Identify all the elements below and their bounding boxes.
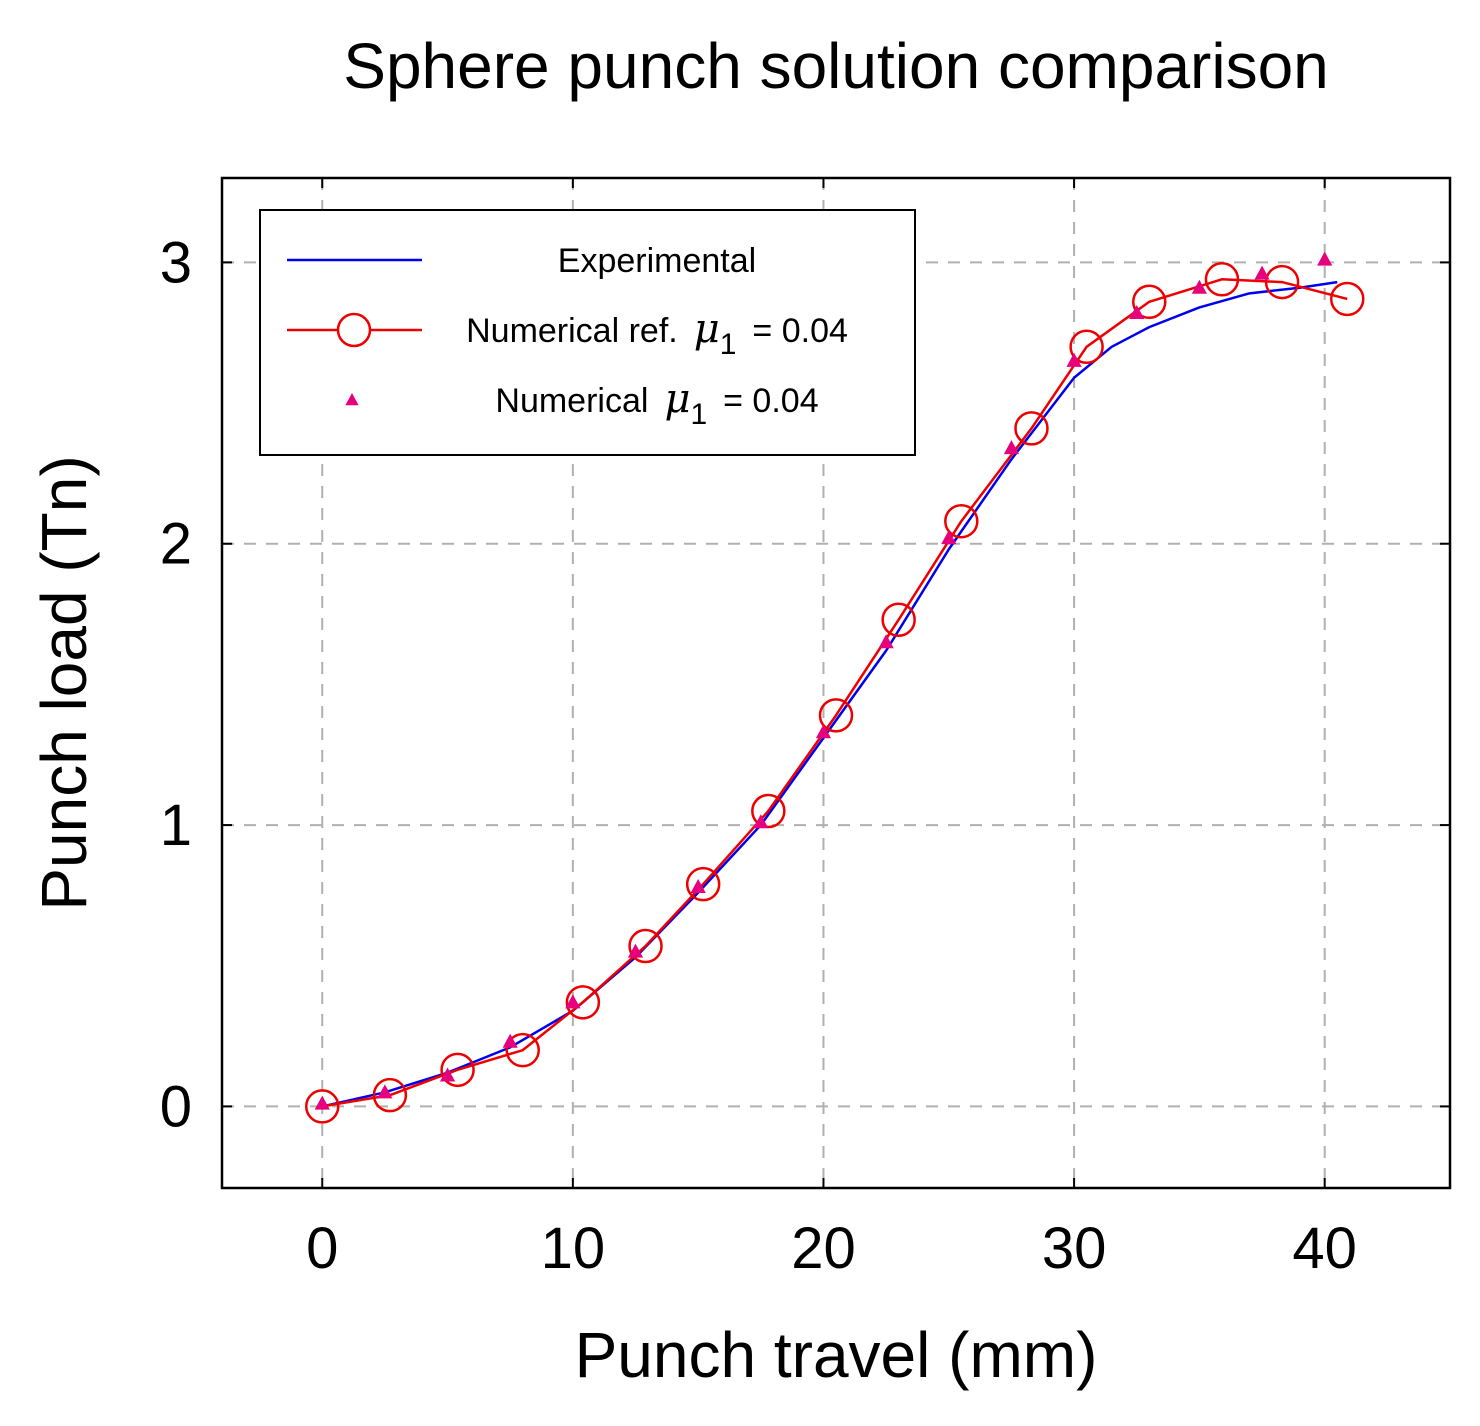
legend-series-name: Experimental [558,242,756,280]
legend-label: Experimental [558,242,756,280]
data-point-circle [1069,329,1104,365]
legend-symbol [287,312,422,348]
data-point-circle [628,928,663,964]
x-tick-label: 40 [1292,1216,1357,1281]
data-point-circle [751,793,786,829]
legend-label: Numerical ref. μ1 = 0.04 [466,306,848,361]
data-point-triangle [1003,440,1020,455]
data-point-circle [1014,411,1049,446]
legend-series-name: Numerical ref. [466,312,678,350]
data-point-triangle [878,634,894,649]
chart-title: Sphere punch solution comparison [343,30,1329,102]
series-numerical-ref [304,262,1365,1124]
legend-triangle-marker [345,393,359,406]
legend-circle-marker [336,312,372,348]
x-axis-title: Punch travel (mm) [575,1319,1098,1391]
data-point-circle [440,1052,475,1088]
x-tick-label: 0 [306,1216,338,1281]
data-point-circle [1132,284,1167,320]
data-point-triangle [1129,305,1145,320]
data-point-circle [304,1089,340,1124]
data-point-triangle [690,878,706,893]
legend-mu-symbol: μ [694,306,720,352]
data-point-triangle [314,1095,330,1110]
series-line [322,278,1348,1108]
data-point-triangle [1254,265,1270,280]
data-point-triangle [1317,251,1333,266]
x-tick-label: 30 [1042,1216,1107,1281]
data-point-triangle [377,1084,393,1099]
data-point-circle [1329,281,1365,317]
data-point-triangle [439,1067,456,1082]
data-point-triangle [753,814,769,829]
data-point-triangle [565,994,581,1009]
series-numerical [314,251,1333,1110]
data-point-circle [565,985,601,1020]
legend-label: Numerical μ1 = 0.04 [495,376,818,431]
data-point-circle [685,866,721,902]
x-tick-label: 20 [791,1216,856,1281]
data-point-circle [944,503,979,539]
legend-symbol [345,393,359,406]
legend-value: = 0.04 [723,382,818,420]
legend-subscript: 1 [720,328,737,361]
data-point-circle [372,1077,408,1113]
y-tick-label: 1 [160,793,192,858]
plot-frame [220,176,1452,1190]
axis-ticks: 0 10 20 30 40 0 1 2 3 [160,178,1450,1281]
legend-value: = 0.04 [752,312,847,350]
x-tick-label: 10 [541,1216,606,1281]
data-point-circle [1204,262,1240,297]
y-tick-label: 3 [160,230,192,295]
legend-series-name: Numerical [495,382,648,420]
data-point-triangle [1066,352,1082,367]
data-point-triangle [815,724,832,739]
data-point-circle [881,602,916,637]
data-point-triangle [502,1033,518,1048]
plot-area [304,251,1365,1124]
data-point-triangle [941,530,957,545]
data-point-triangle [627,943,644,958]
data-point-circle [505,1032,540,1068]
y-axis-title: Punch load (Tn) [28,455,100,910]
data-point-triangle [1191,279,1207,294]
data-point-circle [1264,264,1300,300]
y-tick-label: 2 [160,512,192,577]
legend-subscript: 1 [690,398,707,431]
data-point-circle [818,698,854,733]
legend-mu-symbol: μ [664,376,690,422]
y-tick-label: 0 [160,1074,192,1139]
